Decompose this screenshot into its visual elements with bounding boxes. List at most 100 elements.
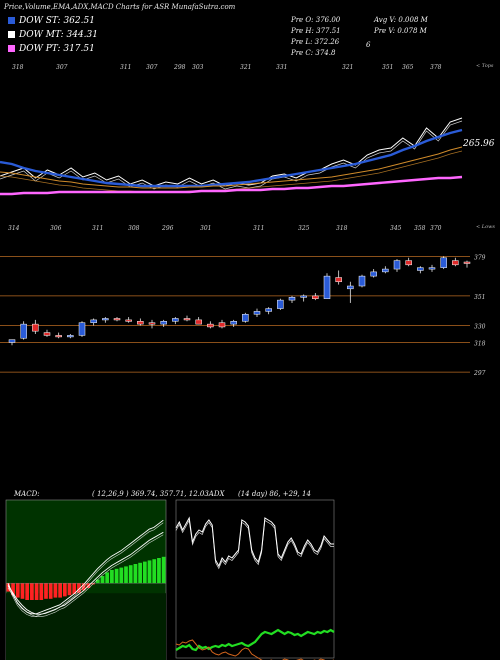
adx-series-line <box>175 519 334 570</box>
macd-histogram-bar <box>147 560 152 584</box>
candle-body <box>172 318 179 322</box>
macd-histogram-bar <box>72 583 77 594</box>
price-axis-label: 351 <box>474 294 485 301</box>
legend-dow-pt: DOW PT: 317.51 <box>8 44 95 54</box>
candle-body <box>55 335 62 338</box>
macd-histogram-bar <box>44 583 48 599</box>
macd-line <box>7 531 164 615</box>
candle-body <box>20 323 27 339</box>
candle-body <box>463 261 471 264</box>
stat-pre-volume: Pre V: 0.078 M <box>374 27 427 35</box>
ema-series-line <box>0 146 463 189</box>
candle-body <box>102 318 109 321</box>
macd-histogram-bar <box>15 583 20 598</box>
top-label: 307 <box>146 64 158 71</box>
macd-lower-bg <box>6 593 166 660</box>
macd-histogram-bar <box>152 559 157 584</box>
macd-histogram-bar <box>124 566 128 584</box>
legend-swatch-st <box>8 17 15 24</box>
candle-body <box>125 319 132 322</box>
low-label: 308 <box>128 225 140 232</box>
tops-note: < Tops <box>476 63 494 69</box>
candle-body <box>242 313 249 322</box>
top-label: 365 <box>402 64 414 71</box>
candle-body <box>393 260 401 270</box>
candle-body <box>183 318 191 321</box>
candle-body <box>428 267 436 270</box>
adx-frame <box>175 499 335 659</box>
candle-body <box>370 271 377 277</box>
candle-body <box>265 308 272 312</box>
legend-label-mt: DOW MT: 344.31 <box>19 30 98 40</box>
legend-dow-st: DOW ST: 362.51 <box>8 16 95 26</box>
legend-swatch-mt <box>8 31 15 38</box>
macd-histogram-bar <box>95 579 100 584</box>
stat-extra: 6 <box>366 41 371 49</box>
stat-pre-close: Pre C: 374.8 <box>291 49 336 57</box>
top-label: 331 <box>276 64 287 71</box>
candle-body <box>207 323 214 328</box>
low-label: 318 <box>336 225 348 232</box>
low-label: 301 <box>200 225 211 232</box>
adx-title: ADX <box>208 490 225 498</box>
macd-histogram-bar <box>142 561 147 584</box>
candle-body <box>312 295 319 299</box>
ema-series-line <box>0 128 463 188</box>
low-label: 306 <box>50 225 62 232</box>
low-label: 345 <box>390 225 402 232</box>
macd-histogram-bar <box>114 568 119 584</box>
candle-body <box>253 311 261 315</box>
candle-body <box>230 321 237 325</box>
macd-histogram-bar <box>48 583 53 599</box>
candle-body <box>323 275 331 299</box>
macd-histogram-bar <box>133 564 138 584</box>
legend-label-st: DOW ST: 362.51 <box>19 16 95 26</box>
macd-histogram-bar <box>20 583 25 599</box>
price-axis-label: 379 <box>474 254 486 261</box>
top-label: 321 <box>342 64 353 71</box>
macd-histogram-bar <box>6 583 11 592</box>
candle-body <box>405 260 412 266</box>
candle-body <box>113 318 121 321</box>
candle-body <box>43 332 51 336</box>
candle-body <box>347 285 354 290</box>
top-label: 298 <box>173 64 186 71</box>
candle-body <box>218 322 226 328</box>
macd-histogram-bar <box>138 562 142 584</box>
candle-body <box>195 319 202 325</box>
candle-body <box>160 321 167 325</box>
candle-body <box>335 277 342 283</box>
low-label: 311 <box>92 225 103 232</box>
candle-body <box>148 322 156 325</box>
adx-series-line <box>175 639 334 660</box>
macd-histogram-bar <box>67 583 72 596</box>
macd-line <box>7 519 164 615</box>
candle-body <box>300 295 307 298</box>
candle-body <box>440 257 447 268</box>
macd-line <box>7 534 164 618</box>
macd-histogram-bar <box>119 567 124 584</box>
top-label: 307 <box>56 64 68 71</box>
candle-body <box>288 297 296 301</box>
macd-histogram-bar <box>110 570 114 584</box>
stat-pre-low: Pre L: 372.26 <box>291 38 340 46</box>
top-label: 321 <box>240 64 251 71</box>
macd-histogram-bar <box>11 583 15 596</box>
price-axis-label: 297 <box>473 370 486 377</box>
price-axis-label: 318 <box>474 340 486 347</box>
macd-histogram-bar <box>58 583 62 598</box>
stat-avg-volume: Avg V: 0.008 M <box>374 16 428 24</box>
macd-histogram-bar <box>53 583 58 598</box>
macd-histogram-bar <box>157 558 161 584</box>
low-label: 311 <box>253 225 264 232</box>
legend-dow-mt: DOW MT: 344.31 <box>8 30 98 40</box>
lows-note: < Lows <box>476 224 495 230</box>
adx-series-line <box>175 628 335 652</box>
top-label: 318 <box>12 64 24 71</box>
chart-title: Price,Volume,EMA,ADX,MACD Charts for ASR… <box>4 3 236 11</box>
macd-histogram-bar <box>161 556 166 584</box>
macd-histogram-bar <box>128 565 133 584</box>
macd-values: ( 12,26,9 ) 369.74, 357.71, 12.03ADX <box>92 490 224 498</box>
legend-label-pt: DOW PT: 317.51 <box>19 44 95 54</box>
